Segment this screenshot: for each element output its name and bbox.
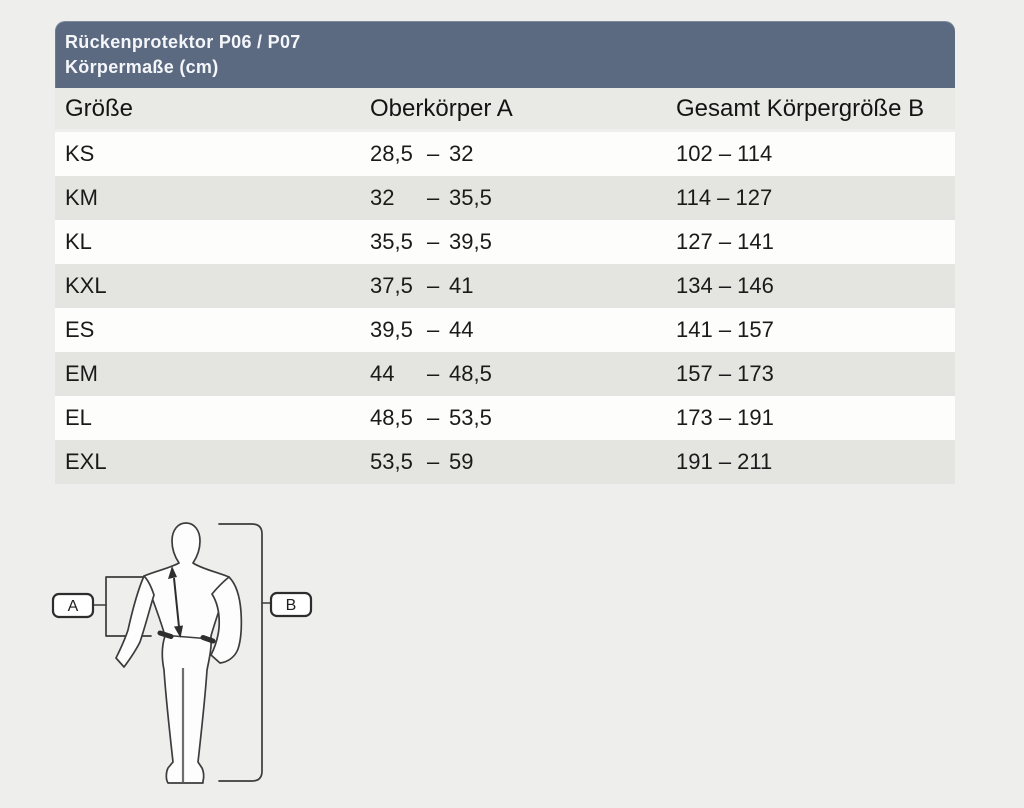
column-header-size: Größe	[65, 95, 134, 122]
body-height-range-cell: 102 – 114	[676, 141, 773, 166]
measure-b-bracket	[218, 523, 263, 782]
size-cell: EL	[65, 405, 92, 430]
measure-a-label-box	[51, 592, 95, 619]
upper-body-range-cell: 53,5–59	[370, 449, 474, 474]
size-cell: KL	[65, 229, 92, 254]
column-header-body-height: Gesamt Körpergröße B	[676, 95, 925, 122]
upper-body-range-cell: 48,5–53,5	[370, 405, 492, 430]
measurement-figure-diagram: A B	[51, 522, 313, 784]
table-row: EXL 53,5–59 191 – 211	[55, 440, 955, 484]
measure-a-label: A	[68, 598, 79, 615]
table-row: EL 48,5–53,5 173 – 191	[55, 396, 955, 440]
left-arm-outline	[115, 575, 155, 668]
body-outline	[143, 522, 230, 784]
size-table-rows: KS 28,5–32 102 – 114 KM 32–35,5 114 – 127 KL 35…	[55, 132, 955, 484]
belt-end-right	[200, 635, 216, 644]
table-row: KXL 37,5–41 134 – 146	[55, 264, 955, 308]
body-height-range-cell: 114 – 127	[676, 185, 773, 210]
measure-b-label-box	[269, 591, 313, 618]
upper-body-range-cell: 37,5–41	[370, 273, 474, 298]
upper-body-range-cell: 44–48,5	[370, 361, 492, 386]
body-height-range-cell: 173 – 191	[676, 405, 774, 430]
size-cell: ES	[65, 317, 95, 342]
body-height-range-cell: 141 – 157	[676, 317, 774, 342]
size-cell: KM	[65, 185, 98, 210]
size-cell: KS	[65, 141, 95, 166]
panel-title: Rückenprotektor P06 / P07	[65, 32, 301, 52]
table-row: ES 39,5–44 141 – 157	[55, 308, 955, 352]
upper-body-range-cell: 32–35,5	[370, 185, 492, 210]
table-row: EM 44–48,5 157 – 173	[55, 352, 955, 396]
table-row: KL 35,5–39,5 127 – 141	[55, 220, 955, 264]
table-row: KM 32–35,5 114 – 127	[55, 176, 955, 220]
upper-body-range-cell: 39,5–44	[370, 317, 474, 342]
body-height-range-cell: 134 – 146	[676, 273, 774, 298]
panel-header: Rückenprotektor P06 / P07 Körpermaße (cm…	[55, 21, 955, 88]
size-cell: KXL	[65, 273, 107, 298]
arrowhead-up-icon	[168, 566, 177, 579]
body-height-range-cell: 157 – 173	[676, 361, 774, 386]
arrowhead-down-icon	[174, 625, 183, 638]
right-arm-outline	[210, 576, 243, 664]
table-row: KS 28,5–32 102 – 114	[55, 132, 955, 176]
upper-body-range-cell: 35,5–39,5	[370, 229, 492, 254]
size-cell: EM	[65, 361, 98, 386]
measure-b-label: B	[286, 597, 297, 614]
column-header-upper-body: Oberkörper A	[370, 95, 513, 122]
table-column-header: Größe Oberkörper A Gesamt Körpergröße B	[55, 88, 955, 129]
back-length-arrow-line	[173, 577, 180, 628]
upper-body-range-cell: 28,5–32	[370, 141, 474, 166]
belt-end-left	[157, 630, 174, 639]
size-cell: EXL	[65, 449, 107, 474]
body-height-range-cell: 191 – 211	[676, 449, 773, 474]
body-height-range-cell: 127 – 141	[676, 229, 774, 254]
panel-subtitle: Körpermaße (cm)	[65, 57, 219, 77]
